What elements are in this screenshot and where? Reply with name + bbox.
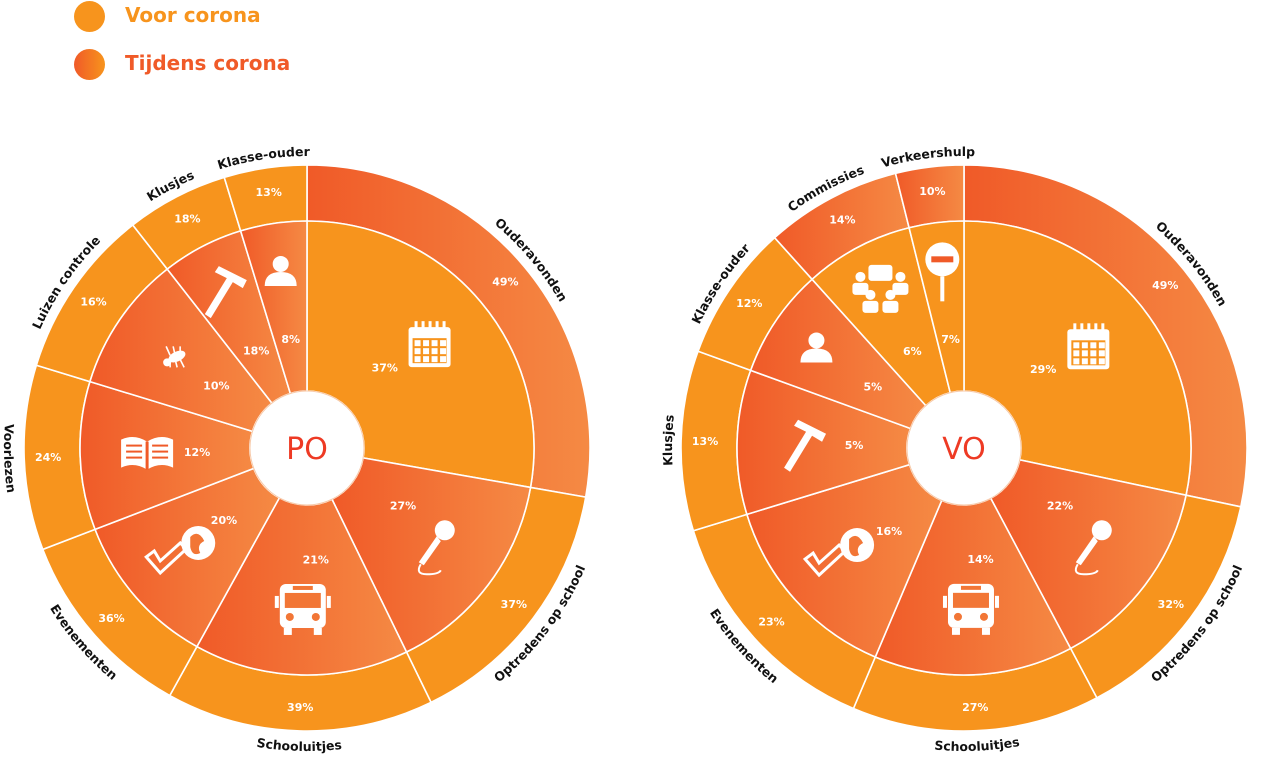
inner-value-klusjes: 18%	[243, 344, 269, 357]
outer-value-evenementen: 36%	[98, 612, 124, 625]
hammer-icon	[204, 266, 247, 319]
outer-value-evenementen: 23%	[758, 615, 784, 628]
legend-swatch-tijdens	[74, 49, 105, 80]
microphone-icon	[417, 520, 455, 576]
event-check-icon	[144, 525, 216, 576]
outer-value-ouderavonden: 49%	[492, 276, 518, 289]
outer-value-klasse-ouder: 13%	[256, 186, 282, 199]
inner-value-optredens-op-school: 22%	[1047, 500, 1073, 513]
inner-value-optredens-op-school: 27%	[390, 500, 416, 513]
inner-value-evenementen: 20%	[211, 514, 237, 527]
louse-icon	[163, 346, 186, 368]
legend-label-voor: Voor corona	[125, 3, 261, 27]
bus-icon	[942, 583, 999, 635]
inner-value-schooluitjes: 14%	[967, 553, 993, 566]
book-icon	[121, 437, 174, 470]
outer-value-optredens-op-school: 37%	[501, 598, 527, 611]
category-label-schooluitjes: Schooluitjes	[256, 735, 343, 754]
calendar-icon	[408, 321, 451, 368]
outer-value-voorlezen: 24%	[35, 451, 61, 464]
segment-ouderavonden: 49%29%Ouderavonden	[963, 164, 1248, 508]
outer-value-commissies: 14%	[829, 213, 855, 226]
segment-klasse-ouder: 13%8%Klasse-ouder	[216, 144, 311, 395]
person-icon	[800, 332, 833, 363]
category-label-schooluitjes: Schooluitjes	[934, 734, 1021, 754]
event-check-icon	[802, 528, 875, 578]
outer-value-optredens-op-school: 32%	[1158, 598, 1184, 611]
calendar-icon	[1067, 323, 1110, 370]
category-label-voorlezen: Voorlezen	[1, 423, 19, 493]
center-circle	[906, 390, 1022, 506]
outer-value-ouderavonden: 49%	[1152, 279, 1178, 292]
inner-value-klasse-ouder: 8%	[281, 333, 300, 346]
segment-schooluitjes: 27% 14% Schooluitjes	[852, 497, 1098, 754]
person-icon	[264, 255, 297, 286]
outer-value-klusjes: 18%	[174, 212, 200, 225]
segment-schooluitjes: 39% 21% Schooluitjes	[168, 496, 433, 754]
inner-value-klusjes: 5%	[845, 439, 864, 452]
category-label-voorlezen-path: Voorlezen	[1, 423, 19, 493]
segment-evenementen: 23%16%Evenementen	[692, 463, 943, 710]
category-label-klusjes: Klusjes	[660, 414, 677, 466]
inner-value-voorlezen: 12%	[184, 446, 210, 459]
outer-value-klasse-ouder: 12%	[736, 297, 762, 310]
outer-value-verkeershulp: 10%	[919, 185, 945, 198]
inner-value-evenementen: 16%	[876, 525, 902, 538]
outer-value-luizen-controle: 16%	[80, 295, 106, 308]
outer-value-klusjes: 13%	[692, 435, 718, 448]
inner-value-schooluitjes: 21%	[303, 554, 329, 567]
chart-title: PO	[286, 432, 328, 467]
legend-label-tijdens: Tijdens corona	[125, 51, 291, 75]
segment-commissies: 14%6%Commissies	[773, 162, 952, 407]
inner-value-klasse-ouder: 5%	[863, 380, 882, 393]
hammer-icon	[784, 419, 827, 472]
inner-value-verkeershulp: 7%	[941, 333, 960, 346]
stop-sign-icon	[925, 242, 960, 302]
center-circle	[249, 390, 365, 506]
group-icon	[852, 264, 909, 313]
category-label-schooluitjes-path: Schooluitjes	[256, 735, 343, 754]
chart-title: VO	[942, 432, 986, 467]
inner-value-luizen-controle: 10%	[203, 380, 229, 393]
inner-value-ouderavonden: 37%	[372, 361, 398, 374]
category-label-klusjes-path: Klusjes	[660, 414, 677, 466]
outer-value-schooluitjes: 39%	[287, 701, 313, 714]
category-label-schooluitjes-path: Schooluitjes	[934, 734, 1021, 754]
legend-swatch-voor	[74, 1, 105, 32]
inner-value-ouderavonden: 29%	[1030, 363, 1056, 376]
microphone-icon	[1074, 520, 1112, 576]
inner-value-commissies: 6%	[903, 345, 922, 358]
outer-value-schooluitjes: 27%	[962, 701, 988, 714]
bus-icon	[274, 583, 331, 635]
